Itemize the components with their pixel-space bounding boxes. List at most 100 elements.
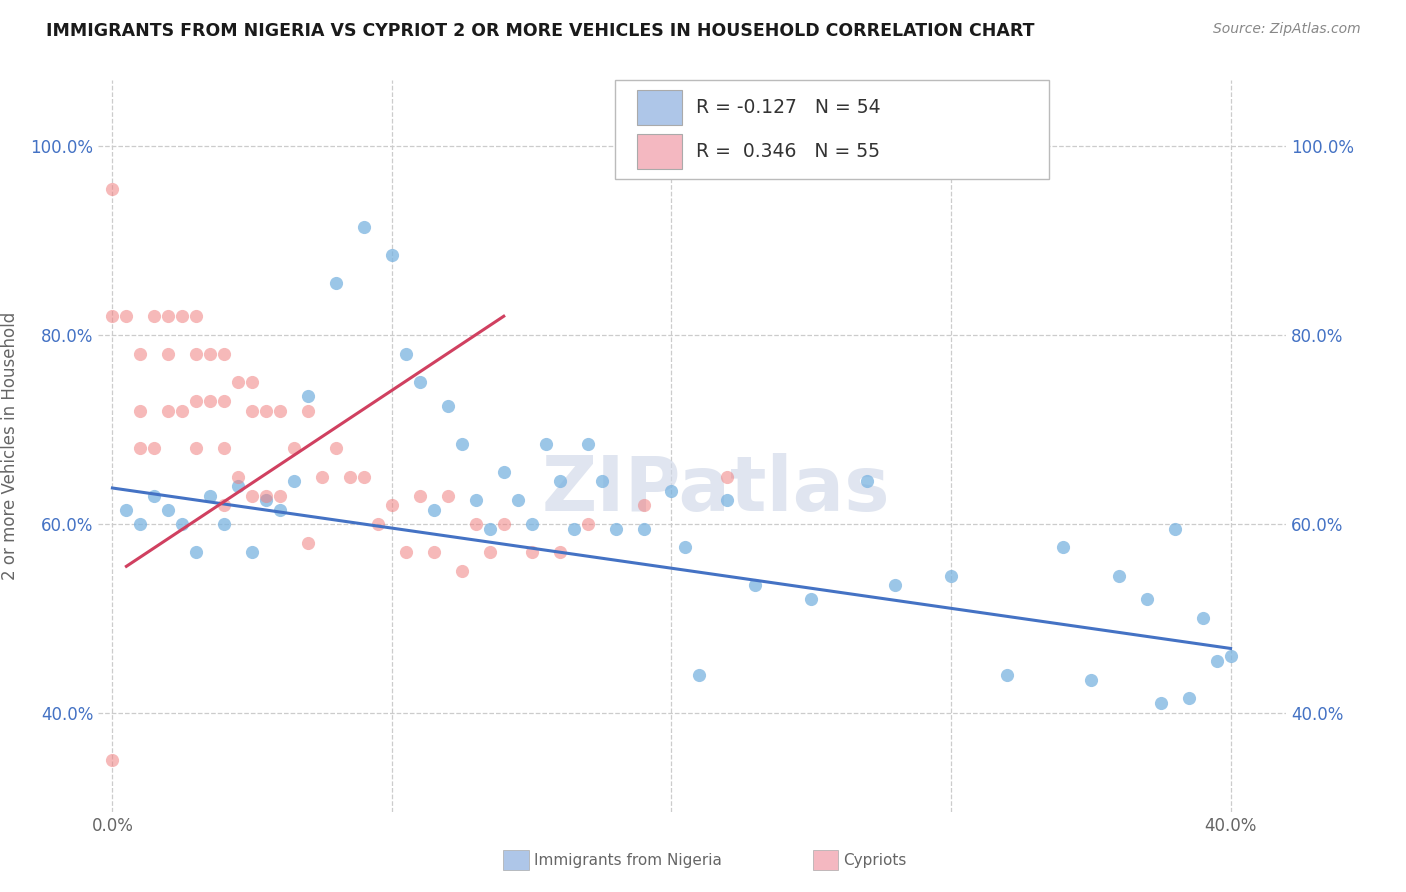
Text: R =  0.346   N = 55: R = 0.346 N = 55 xyxy=(696,142,880,161)
Text: ZIPatlas: ZIPatlas xyxy=(541,453,890,527)
Point xyxy=(995,668,1018,682)
Point xyxy=(353,219,375,234)
Point xyxy=(409,376,432,390)
Point xyxy=(226,479,249,493)
Point xyxy=(478,545,501,559)
Point xyxy=(381,248,404,262)
Point xyxy=(437,399,460,413)
Point xyxy=(548,475,571,489)
Point xyxy=(297,389,319,403)
Point xyxy=(423,502,446,516)
Point xyxy=(1163,522,1185,536)
Point xyxy=(226,376,249,390)
Text: Source: ZipAtlas.com: Source: ZipAtlas.com xyxy=(1213,22,1361,37)
Point xyxy=(157,502,180,516)
Point xyxy=(423,545,446,559)
Point xyxy=(212,442,235,456)
Point xyxy=(143,310,166,324)
Point xyxy=(311,469,333,483)
Point xyxy=(212,394,235,409)
Point xyxy=(157,310,180,324)
Point xyxy=(605,522,627,536)
Point xyxy=(716,469,738,483)
FancyBboxPatch shape xyxy=(637,134,682,169)
Point xyxy=(101,310,124,324)
Point xyxy=(450,564,472,578)
Point xyxy=(129,516,152,531)
Text: IMMIGRANTS FROM NIGERIA VS CYPRIOT 2 OR MORE VEHICLES IN HOUSEHOLD CORRELATION C: IMMIGRANTS FROM NIGERIA VS CYPRIOT 2 OR … xyxy=(46,22,1035,40)
Point xyxy=(269,403,291,417)
Point xyxy=(129,347,152,361)
Point xyxy=(395,347,418,361)
Point xyxy=(884,578,907,592)
Text: R = -0.127   N = 54: R = -0.127 N = 54 xyxy=(696,98,880,118)
Point xyxy=(506,493,529,508)
Point xyxy=(200,347,222,361)
Point xyxy=(576,516,599,531)
Point xyxy=(297,535,319,549)
Point xyxy=(1150,696,1173,710)
Point xyxy=(409,489,432,503)
Point xyxy=(1205,654,1227,668)
Point xyxy=(129,403,152,417)
Point xyxy=(129,442,152,456)
Point xyxy=(200,489,222,503)
Point xyxy=(212,347,235,361)
Point xyxy=(226,469,249,483)
Point xyxy=(254,493,277,508)
Point xyxy=(1219,648,1241,663)
Point xyxy=(675,541,697,555)
Point xyxy=(240,403,263,417)
Point xyxy=(269,489,291,503)
FancyBboxPatch shape xyxy=(616,80,1049,179)
Point xyxy=(157,403,180,417)
Point xyxy=(186,347,208,361)
Point xyxy=(115,502,138,516)
Point xyxy=(143,442,166,456)
Point xyxy=(492,465,515,479)
Point xyxy=(534,436,557,450)
Point xyxy=(240,376,263,390)
Point xyxy=(353,469,375,483)
Point xyxy=(325,442,347,456)
Point xyxy=(492,516,515,531)
Point xyxy=(1191,611,1213,625)
Point xyxy=(548,545,571,559)
Point xyxy=(240,545,263,559)
Point xyxy=(172,403,194,417)
Point xyxy=(520,545,543,559)
Point xyxy=(661,483,683,498)
Point xyxy=(562,522,585,536)
Point xyxy=(800,592,823,607)
Y-axis label: 2 or more Vehicles in Household: 2 or more Vehicles in Household xyxy=(1,312,20,580)
Point xyxy=(450,436,472,450)
Point xyxy=(339,469,361,483)
Point xyxy=(297,403,319,417)
Point xyxy=(437,489,460,503)
Point xyxy=(464,493,486,508)
Point xyxy=(856,475,879,489)
Point xyxy=(939,568,962,582)
Point xyxy=(1177,691,1199,706)
Point xyxy=(744,578,766,592)
Point xyxy=(186,442,208,456)
Point xyxy=(367,516,389,531)
Point xyxy=(1108,568,1130,582)
Point xyxy=(478,522,501,536)
Point xyxy=(576,436,599,450)
Point xyxy=(212,516,235,531)
Point xyxy=(688,668,710,682)
Point xyxy=(716,493,738,508)
Text: Immigrants from Nigeria: Immigrants from Nigeria xyxy=(534,854,723,868)
Point xyxy=(115,310,138,324)
Point xyxy=(186,310,208,324)
Point xyxy=(1052,541,1074,555)
Point xyxy=(283,475,305,489)
Point xyxy=(186,545,208,559)
Text: Cypriots: Cypriots xyxy=(844,854,907,868)
Point xyxy=(633,522,655,536)
Point xyxy=(200,394,222,409)
Point xyxy=(591,475,613,489)
Point xyxy=(212,498,235,512)
FancyBboxPatch shape xyxy=(637,90,682,126)
